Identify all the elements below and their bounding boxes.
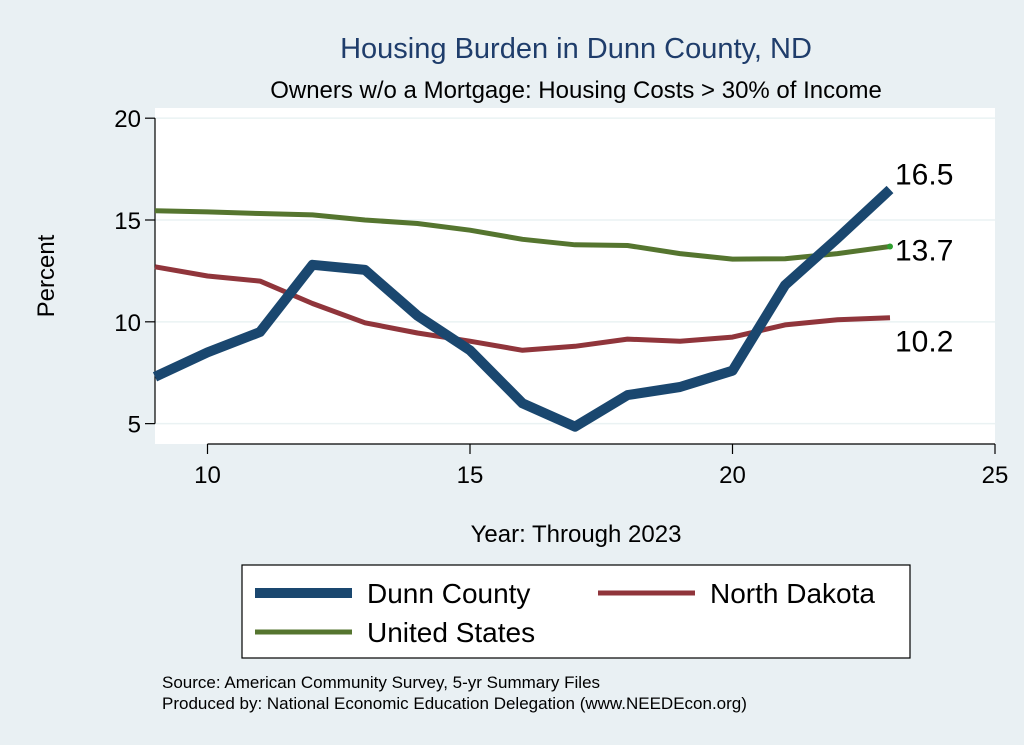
legend-label-north-dakota: North Dakota (710, 578, 875, 609)
legend: Dunn County North Dakota United States (241, 564, 911, 659)
x-tick-label: 15 (457, 462, 484, 489)
chart-title: Housing Burden in Dunn County, ND (340, 33, 812, 65)
series-end-marker-united-states (887, 243, 893, 250)
series-line-north-dakota (154, 264, 891, 353)
legend-label-united-states: United States (367, 617, 535, 648)
chart-subtitle: Owners w/o a Mortgage: Housing Costs > 3… (270, 77, 882, 104)
y-axis-title: Percent (33, 234, 60, 317)
legend-box (241, 564, 911, 659)
series-line-dunn-county (152, 185, 894, 432)
end-labels: 16.5 13.7 10.2 (895, 158, 953, 358)
legend-label-dunn-county: Dunn County (367, 578, 530, 609)
x-tick-label: 25 (982, 462, 1009, 489)
end-label-north-dakota: 10.2 (895, 326, 953, 359)
produced-by-note: Produced by: National Economic Education… (162, 694, 747, 713)
y-tick-label: 5 (128, 412, 141, 439)
end-label-dunn-county: 16.5 (895, 158, 953, 191)
x-tick-label: 10 (194, 462, 221, 489)
y-tick-label: 15 (114, 208, 141, 235)
y-tick-label: 20 (114, 106, 141, 133)
end-label-united-states: 13.7 (895, 234, 953, 267)
series-group (152, 185, 894, 432)
x-tick-label: 20 (719, 462, 746, 489)
source-note: Source: American Community Survey, 5-yr … (162, 673, 600, 692)
x-axis-title: Year: Through 2023 (471, 521, 682, 548)
plot-area (155, 108, 995, 444)
axes: 5 10 15 20 10 15 20 25 (114, 106, 1008, 489)
y-tick-label: 10 (114, 310, 141, 337)
series-line-united-states (154, 208, 891, 262)
